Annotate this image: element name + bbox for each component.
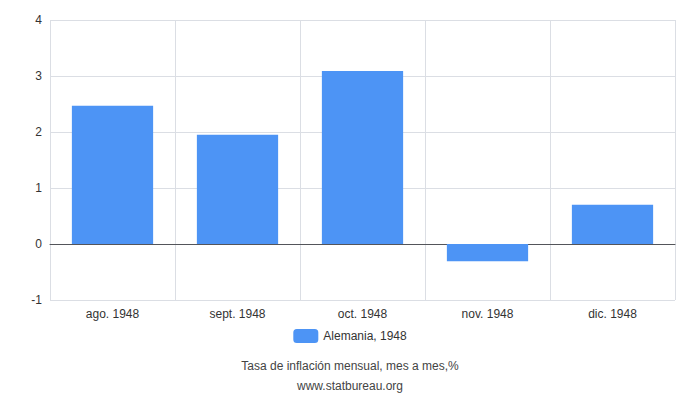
svg-text:0: 0 — [35, 237, 42, 251]
svg-text:2: 2 — [35, 125, 42, 139]
svg-text:-1: -1 — [31, 293, 42, 307]
svg-text:sept. 1948: sept. 1948 — [209, 307, 265, 321]
svg-text:oct. 1948: oct. 1948 — [338, 307, 388, 321]
svg-text:Tasa de inflación mensual, mes: Tasa de inflación mensual, mes a mes,% — [241, 359, 459, 373]
svg-text:nov. 1948: nov. 1948 — [462, 307, 514, 321]
svg-text:3: 3 — [35, 69, 42, 83]
svg-text:Alemania, 1948: Alemania, 1948 — [323, 329, 407, 343]
svg-text:1: 1 — [35, 181, 42, 195]
svg-text:4: 4 — [35, 13, 42, 27]
svg-text:ago. 1948: ago. 1948 — [86, 307, 140, 321]
svg-text:dic. 1948: dic. 1948 — [588, 307, 637, 321]
svg-text:www.statbureau.org: www.statbureau.org — [296, 379, 403, 393]
